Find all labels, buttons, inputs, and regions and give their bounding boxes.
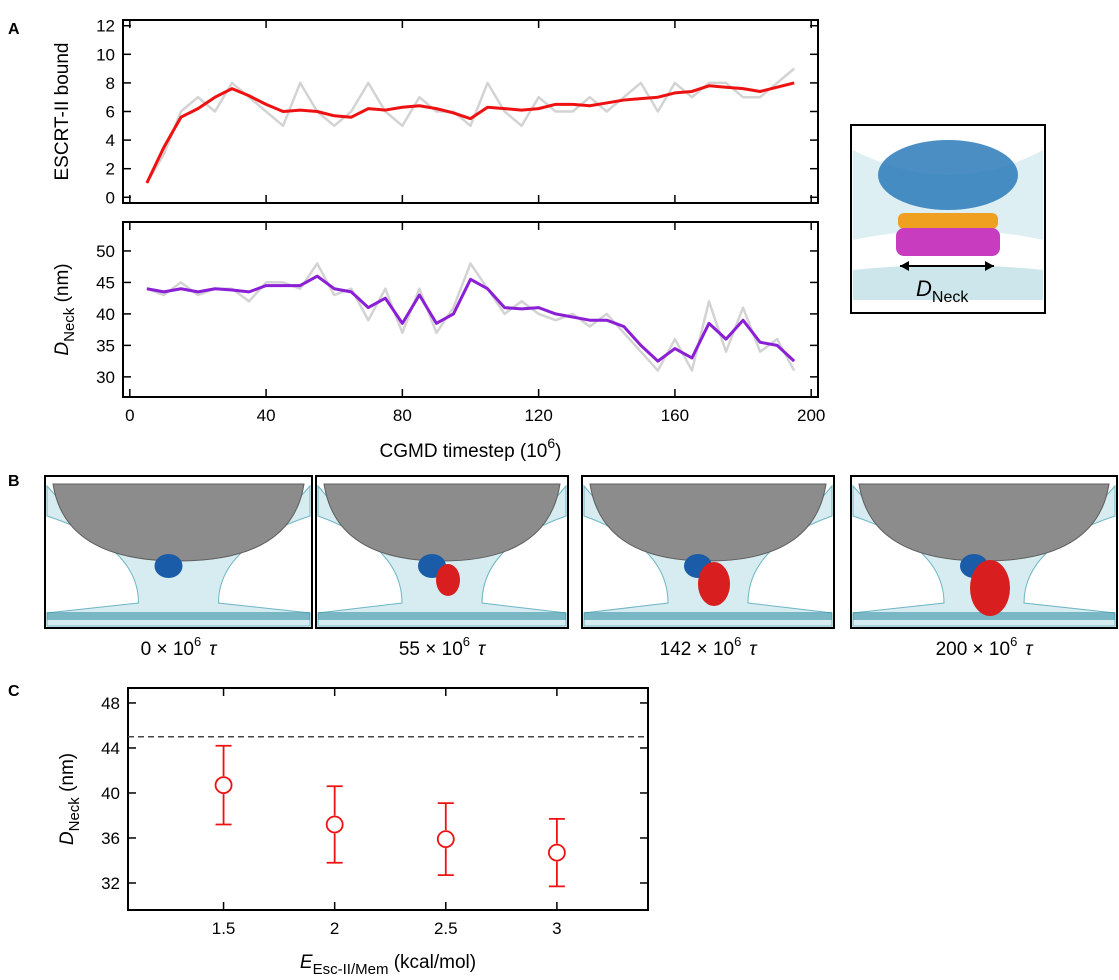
text-part: Neck	[66, 797, 83, 832]
text-part: 0 × 10	[141, 639, 194, 660]
y-tick-label: 30	[96, 368, 115, 387]
text-part: (kcal/mol)	[388, 952, 476, 973]
x-tick-label: 2	[330, 919, 339, 938]
text-part: τ	[478, 639, 487, 660]
y-axis-label: ESCRT-II bound	[52, 42, 73, 180]
y-tick-label: 36	[101, 829, 120, 848]
x-axis-label: CGMD timestep (106)	[380, 435, 562, 462]
text-part: 6	[194, 634, 201, 649]
y-axis-label: DNeck (nm)	[52, 263, 78, 355]
data-point	[547, 843, 566, 862]
x-tick-label: 120	[524, 406, 552, 425]
text-part: E	[300, 952, 313, 973]
membrane-base	[853, 612, 1115, 620]
y-axis-label: DNeck (nm)	[57, 753, 83, 845]
text-part: 6	[547, 435, 555, 451]
text-part: (nm)	[52, 263, 73, 307]
y-tick-label: 10	[96, 45, 115, 64]
escrt-red	[698, 562, 730, 606]
y-tick-label: 2	[106, 160, 115, 179]
plot-frame	[122, 221, 819, 398]
plot-frame	[122, 19, 819, 204]
y-tick-label: 48	[101, 694, 120, 713]
text-part: Neck	[932, 289, 969, 306]
snapshot-caption: 0 × 106 τ	[141, 634, 219, 660]
snapshot-caption: 55 × 106 τ	[399, 634, 487, 660]
y-tick-label: 45	[96, 273, 115, 292]
panel-label: B	[8, 473, 20, 490]
text-part: (nm)	[57, 753, 78, 797]
plot-frame	[127, 687, 649, 911]
text-part: 200 × 10	[936, 639, 1011, 660]
y-tick-label: 35	[96, 336, 115, 355]
y-tick-label: 50	[96, 242, 115, 261]
text-part: )	[555, 441, 561, 462]
text-part: D	[57, 831, 78, 845]
snapshot-image	[850, 475, 1118, 629]
text-part: 6	[1010, 634, 1017, 649]
x-axis-label: EEsc-II/Mem (kcal/mol)	[300, 952, 476, 978]
escrt-blue	[154, 554, 183, 578]
y-tick-label: 40	[96, 305, 115, 324]
series-line	[146, 274, 796, 363]
panel-label: C	[8, 683, 20, 700]
snapshot-caption: 200 × 106 τ	[936, 634, 1035, 660]
x-tick-label: 0	[125, 406, 134, 425]
escrt-red	[436, 564, 460, 596]
series-line	[145, 67, 795, 184]
snapshot-image	[315, 475, 569, 629]
text-part: D	[916, 276, 932, 301]
membrane-base	[47, 612, 310, 620]
text-part: Neck	[61, 307, 78, 342]
x-tick-label: 160	[661, 406, 689, 425]
text-part: Esc-II/Mem	[313, 961, 389, 978]
data-point	[325, 815, 344, 834]
membrane-base	[584, 612, 832, 620]
x-tick-label: 3	[552, 919, 561, 938]
inset-label: DNeck	[916, 276, 969, 306]
data-point	[214, 776, 233, 795]
x-tick-label: 40	[257, 406, 276, 425]
x-tick-label: 200	[797, 406, 825, 425]
text-part: D	[52, 342, 73, 356]
x-tick-label: 1.5	[212, 919, 236, 938]
error-bar	[548, 817, 565, 888]
y-tick-label: 0	[106, 188, 115, 207]
error-bar	[326, 785, 343, 864]
text-part: τ	[209, 639, 218, 660]
snapshot-caption: 142 × 106 τ	[660, 634, 759, 660]
series-line	[146, 262, 796, 372]
x-tick-label: 2.5	[434, 919, 458, 938]
y-tick-label: 6	[106, 103, 115, 122]
error-bar	[437, 802, 454, 877]
snapshot-image	[44, 475, 313, 629]
text-part: 55 × 10	[399, 639, 463, 660]
text-part: ESCRT-II bound	[52, 42, 73, 180]
y-tick-label: 44	[101, 739, 120, 758]
text-part: 6	[734, 634, 741, 649]
text-part: τ	[749, 639, 758, 660]
data-point	[436, 830, 455, 849]
y-tick-label: 32	[101, 874, 120, 893]
snapshot-image	[581, 475, 835, 629]
inset-image	[850, 124, 1046, 314]
text-part: 142 × 10	[660, 639, 735, 660]
x-tick-label: 80	[393, 406, 412, 425]
y-tick-label: 40	[101, 784, 120, 803]
y-tick-label: 12	[96, 17, 115, 36]
series-line	[145, 81, 795, 184]
text-part: 6	[463, 634, 470, 649]
escrt-red	[970, 560, 1010, 616]
text-part: CGMD timestep (10	[380, 441, 548, 462]
membrane-base	[318, 612, 566, 620]
error-bar	[215, 744, 232, 826]
text-part: τ	[1025, 639, 1034, 660]
panel-label: A	[8, 21, 20, 38]
y-tick-label: 8	[106, 74, 115, 93]
y-tick-label: 4	[106, 131, 115, 150]
